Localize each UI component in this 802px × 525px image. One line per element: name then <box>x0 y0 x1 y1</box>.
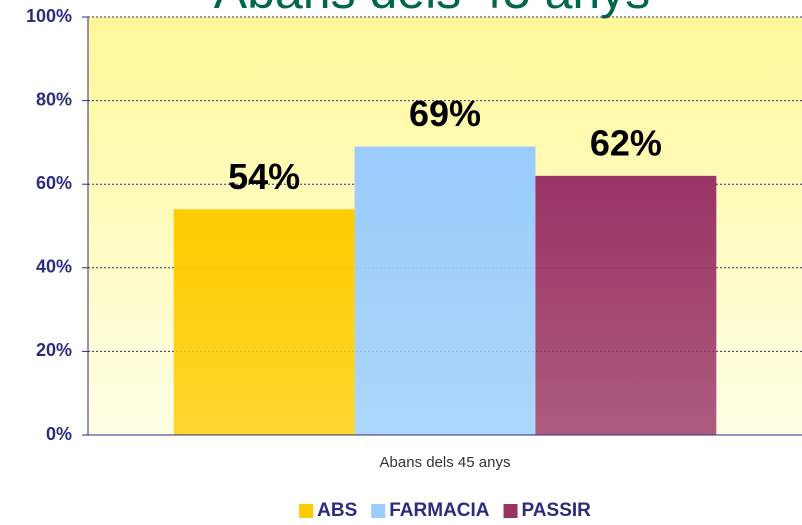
y-tick-label: 80% <box>36 89 72 109</box>
data-label: 69% <box>409 93 481 134</box>
chart-title: Abans dels 45 anys <box>214 0 650 19</box>
y-tick-label: 20% <box>36 340 72 360</box>
legend-label: ABS <box>317 500 357 521</box>
y-tick-label: 100% <box>26 6 72 26</box>
legend-swatch <box>299 504 314 518</box>
bar <box>354 146 536 435</box>
data-label: 62% <box>590 122 662 163</box>
y-tick-label: 60% <box>36 173 72 193</box>
legend-label: FARMACIA <box>389 500 490 521</box>
bar <box>535 175 717 435</box>
bar <box>173 209 355 435</box>
legend-label: PASSIR <box>522 500 592 521</box>
data-label: 54% <box>228 156 300 197</box>
legend-swatch <box>371 504 386 518</box>
legend-swatch <box>503 504 518 518</box>
y-tick-label: 0% <box>46 424 72 444</box>
y-tick-label: 40% <box>36 257 72 277</box>
x-tick-label: Abans dels 45 anys <box>380 454 511 471</box>
